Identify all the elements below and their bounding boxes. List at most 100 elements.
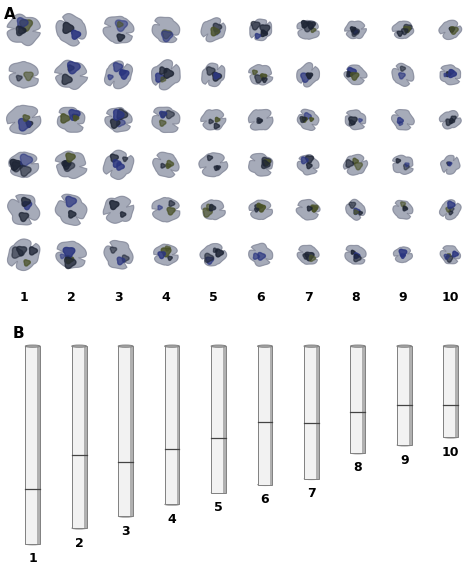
Polygon shape bbox=[8, 239, 40, 271]
Text: 7: 7 bbox=[304, 291, 312, 304]
Polygon shape bbox=[103, 150, 134, 179]
Polygon shape bbox=[109, 201, 119, 210]
Polygon shape bbox=[354, 29, 358, 34]
Polygon shape bbox=[354, 210, 358, 214]
Polygon shape bbox=[117, 109, 128, 120]
Polygon shape bbox=[355, 162, 363, 170]
Ellipse shape bbox=[257, 345, 273, 347]
Polygon shape bbox=[19, 213, 28, 221]
Polygon shape bbox=[168, 256, 172, 261]
Polygon shape bbox=[18, 17, 28, 28]
Polygon shape bbox=[201, 110, 226, 130]
Polygon shape bbox=[301, 73, 311, 83]
Polygon shape bbox=[211, 27, 219, 36]
Polygon shape bbox=[351, 250, 355, 254]
Bar bbox=[164, 346, 180, 505]
Text: 6: 6 bbox=[261, 493, 269, 506]
Polygon shape bbox=[448, 201, 455, 209]
Polygon shape bbox=[261, 74, 267, 80]
Polygon shape bbox=[262, 160, 270, 169]
Polygon shape bbox=[307, 163, 312, 169]
Polygon shape bbox=[261, 30, 267, 36]
Polygon shape bbox=[117, 257, 125, 265]
Polygon shape bbox=[450, 118, 455, 124]
Bar bbox=[270, 346, 273, 484]
Polygon shape bbox=[63, 23, 74, 34]
Polygon shape bbox=[254, 253, 259, 260]
Polygon shape bbox=[446, 72, 451, 77]
Polygon shape bbox=[10, 160, 21, 171]
Polygon shape bbox=[24, 72, 33, 80]
Polygon shape bbox=[153, 152, 179, 177]
Polygon shape bbox=[249, 243, 273, 266]
Polygon shape bbox=[297, 109, 319, 130]
Polygon shape bbox=[403, 206, 408, 211]
Polygon shape bbox=[73, 116, 79, 121]
Polygon shape bbox=[446, 208, 451, 212]
Polygon shape bbox=[24, 260, 30, 266]
Polygon shape bbox=[61, 114, 70, 123]
Polygon shape bbox=[160, 120, 166, 126]
Polygon shape bbox=[12, 161, 23, 172]
Ellipse shape bbox=[211, 491, 226, 494]
Polygon shape bbox=[349, 202, 356, 208]
Polygon shape bbox=[348, 68, 356, 76]
Polygon shape bbox=[346, 199, 365, 220]
Polygon shape bbox=[446, 119, 453, 125]
Polygon shape bbox=[441, 155, 460, 174]
Polygon shape bbox=[55, 151, 87, 179]
Polygon shape bbox=[212, 72, 221, 81]
Polygon shape bbox=[311, 206, 318, 212]
Polygon shape bbox=[18, 27, 26, 34]
Ellipse shape bbox=[443, 436, 458, 438]
Polygon shape bbox=[354, 208, 360, 214]
Polygon shape bbox=[359, 212, 363, 215]
Bar bbox=[211, 346, 226, 492]
Polygon shape bbox=[253, 70, 257, 75]
Polygon shape bbox=[449, 207, 454, 212]
Polygon shape bbox=[397, 117, 403, 123]
Polygon shape bbox=[202, 63, 225, 87]
Polygon shape bbox=[167, 161, 173, 167]
Polygon shape bbox=[117, 162, 124, 170]
Polygon shape bbox=[255, 75, 264, 83]
Polygon shape bbox=[56, 14, 86, 46]
Text: 8: 8 bbox=[351, 291, 360, 304]
Polygon shape bbox=[264, 160, 270, 165]
Bar bbox=[409, 346, 412, 445]
Polygon shape bbox=[64, 161, 75, 172]
Text: 4: 4 bbox=[168, 513, 176, 526]
Polygon shape bbox=[20, 165, 31, 176]
Polygon shape bbox=[399, 122, 402, 125]
Bar bbox=[177, 346, 180, 505]
Polygon shape bbox=[122, 255, 129, 262]
Polygon shape bbox=[401, 254, 405, 258]
Polygon shape bbox=[162, 30, 172, 39]
Polygon shape bbox=[55, 60, 87, 90]
Ellipse shape bbox=[118, 345, 133, 347]
Polygon shape bbox=[444, 73, 447, 77]
Polygon shape bbox=[64, 257, 76, 269]
Polygon shape bbox=[303, 254, 309, 259]
Polygon shape bbox=[401, 202, 405, 206]
Polygon shape bbox=[18, 118, 31, 131]
Polygon shape bbox=[251, 21, 260, 30]
Text: 6: 6 bbox=[256, 291, 265, 304]
Polygon shape bbox=[169, 201, 175, 206]
Polygon shape bbox=[207, 204, 213, 210]
Polygon shape bbox=[354, 254, 361, 262]
Polygon shape bbox=[161, 77, 166, 82]
Polygon shape bbox=[250, 19, 272, 40]
Bar bbox=[304, 346, 319, 479]
Bar bbox=[84, 346, 87, 528]
Polygon shape bbox=[448, 69, 456, 77]
Polygon shape bbox=[307, 21, 315, 29]
Polygon shape bbox=[214, 123, 219, 129]
Polygon shape bbox=[9, 62, 38, 88]
Text: 9: 9 bbox=[399, 291, 407, 304]
Polygon shape bbox=[301, 157, 308, 164]
Polygon shape bbox=[110, 154, 118, 162]
Polygon shape bbox=[214, 29, 220, 35]
Polygon shape bbox=[249, 65, 273, 85]
Polygon shape bbox=[255, 208, 259, 212]
